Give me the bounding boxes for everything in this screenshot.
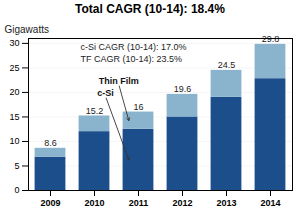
svg-text:c-Si CAGR (10-14): 17.0%TF CAG: c-Si CAGR (10-14): 17.0%TF CAGR (10-14):… [81, 42, 187, 64]
svg-text:Thin Film: Thin Film [99, 76, 139, 86]
svg-text:10: 10 [9, 136, 19, 146]
svg-text:2011: 2011 [129, 198, 149, 208]
svg-text:8.6: 8.6 [44, 138, 57, 148]
svg-text:16: 16 [133, 102, 143, 112]
svg-text:2014: 2014 [260, 198, 280, 208]
svg-text:2010: 2010 [84, 198, 104, 208]
svg-text:0: 0 [14, 185, 19, 195]
svg-text:19.6: 19.6 [174, 84, 192, 94]
svg-text:15.2: 15.2 [86, 106, 104, 116]
svg-text:c-Si: c-Si [97, 88, 114, 98]
svg-text:29.8: 29.8 [262, 34, 280, 44]
svg-text:5: 5 [14, 161, 19, 171]
svg-text:24.5: 24.5 [218, 60, 236, 70]
svg-text:25: 25 [9, 63, 19, 73]
html-text:Total CAGR (10-14): 18.4%: Total CAGR (10-14): 18.4% [75, 2, 225, 16]
svg-text:2013: 2013 [216, 198, 236, 208]
svg-text:30: 30 [9, 38, 19, 48]
svg-text:2009: 2009 [40, 198, 60, 208]
svg-text:15: 15 [9, 112, 19, 122]
svg-text:Gigawatts: Gigawatts [5, 24, 49, 35]
svg-text:2012: 2012 [172, 198, 192, 208]
svg-text:20: 20 [9, 87, 19, 97]
